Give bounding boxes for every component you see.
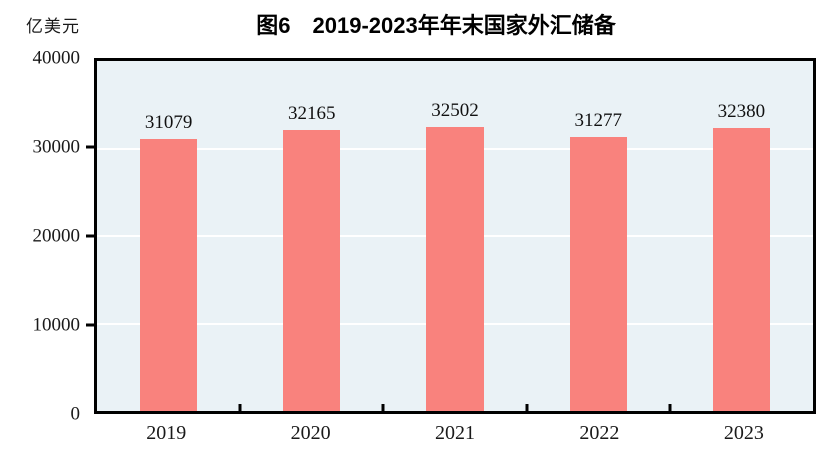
y-tick-mark	[86, 323, 94, 327]
bars: 31079 32165 32502 31277 32380	[97, 61, 813, 411]
y-tick-label: 10000	[32, 314, 81, 336]
bar	[712, 127, 771, 411]
bar-cell: 32502	[383, 61, 526, 411]
bar-value-label: 31277	[574, 110, 622, 132]
chart-title: 图6 2019-2023年年末国家外汇储备	[256, 13, 616, 38]
bar-cell: 32380	[670, 61, 813, 411]
y-tick-label: 20000	[32, 225, 81, 247]
plot-area: 31079 32165 32502 31277 32380	[94, 58, 816, 414]
x-tick-mark	[525, 404, 529, 411]
bar-cell: 31079	[97, 61, 240, 411]
x-tick-label: 2021	[435, 422, 476, 444]
bar-value-label: 32380	[717, 100, 766, 122]
bar	[139, 139, 198, 411]
x-tick-label: 2023	[723, 422, 764, 444]
y-tick-label: 0	[70, 403, 81, 425]
x-tick-label: 2022	[579, 422, 620, 444]
bar-cell: 32165	[240, 61, 383, 411]
x-tick-label: 2019	[146, 422, 187, 444]
bar-cell: 31277	[527, 61, 670, 411]
bar-value-label: 31079	[144, 112, 193, 134]
bar	[283, 129, 341, 411]
y-tick-mark	[86, 234, 94, 238]
y-axis: 0 10000 20000 30000 40000	[0, 49, 94, 424]
x-tick-label: 2020	[290, 422, 331, 444]
y-tick-label: 30000	[32, 136, 81, 158]
y-tick-label: 40000	[32, 47, 81, 69]
y-axis-unit-label: 亿美元	[26, 17, 80, 36]
x-tick-mark	[238, 404, 242, 411]
x-tick-mark	[381, 404, 385, 411]
bar-value-label: 32165	[288, 102, 336, 124]
x-axis: 2019 2020 2021 2022 2023	[94, 421, 816, 445]
x-tick-mark	[668, 404, 672, 411]
bar	[426, 126, 484, 411]
bar-value-label: 32502	[431, 99, 479, 121]
y-tick-mark	[86, 145, 94, 149]
bar	[569, 137, 627, 411]
